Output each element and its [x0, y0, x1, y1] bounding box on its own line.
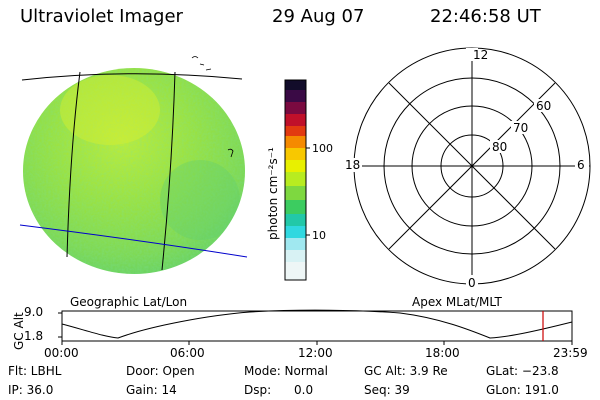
alt-tick-1800: 18:00	[425, 346, 460, 360]
geo-meridian-line-1	[66, 71, 81, 258]
status-glon: GLon: 191.0	[486, 383, 559, 397]
status-mode: Mode: Normal	[244, 364, 328, 378]
app-title: Ultraviolet Imager	[20, 6, 183, 27]
alt-tick-0000: 00:00	[44, 346, 79, 360]
header-time: 22:46:58 UT	[430, 6, 541, 27]
apex-grid-label: Apex MLat/MLT	[412, 295, 502, 309]
status-gain: Gain: 14	[126, 383, 177, 397]
apex-polar-plot	[353, 47, 591, 285]
alt-tick-0600: 06:00	[170, 346, 205, 360]
status-dsp: Dsp: 0.0	[244, 383, 314, 397]
header-date: 29 Aug 07	[272, 6, 365, 27]
status-gc-alt: GC Alt: 3.9 Re	[364, 364, 448, 378]
polar-lat-80: 80	[492, 140, 507, 154]
polar-label-12: 12	[473, 48, 488, 62]
geo-latitude-line	[21, 73, 243, 81]
status-ip: IP: 36.0	[8, 383, 54, 397]
alt-ymax: 9.0	[24, 305, 44, 319]
alt-tick-1200: 12:00	[298, 346, 333, 360]
alt-tick-2359: 23:59	[553, 346, 588, 360]
coastline-fragment	[191, 56, 234, 158]
colorbar: 100 10 photon cm⁻²s⁻¹	[266, 79, 333, 281]
polar-label-18: 18	[345, 158, 360, 172]
polar-lat-70: 70	[513, 121, 528, 135]
altitude-curve	[61, 309, 573, 339]
earth-disk-texture	[23, 68, 245, 274]
alt-ymin: 1.8	[24, 329, 44, 343]
status-door: Door: Open	[126, 364, 195, 378]
geo-equator-line	[19, 224, 248, 258]
polar-label-6: 6	[577, 158, 585, 172]
geo-grid-label: Geographic Lat/Lon	[70, 295, 188, 309]
polar-lat-60: 60	[536, 99, 551, 113]
geo-meridian-line-2	[161, 71, 176, 271]
altitude-plot	[58, 309, 573, 345]
colorbar-tick-10: 10	[312, 229, 326, 242]
polar-label-0: 0	[468, 276, 476, 290]
status-glat: GLat: −23.8	[486, 364, 559, 378]
status-seq: Seq: 39	[364, 383, 410, 397]
status-filter: Flt: LBHL	[8, 364, 62, 378]
colorbar-unit-label: photon cm⁻²s⁻¹	[266, 147, 280, 240]
colorbar-tick-100: 100	[312, 142, 333, 155]
